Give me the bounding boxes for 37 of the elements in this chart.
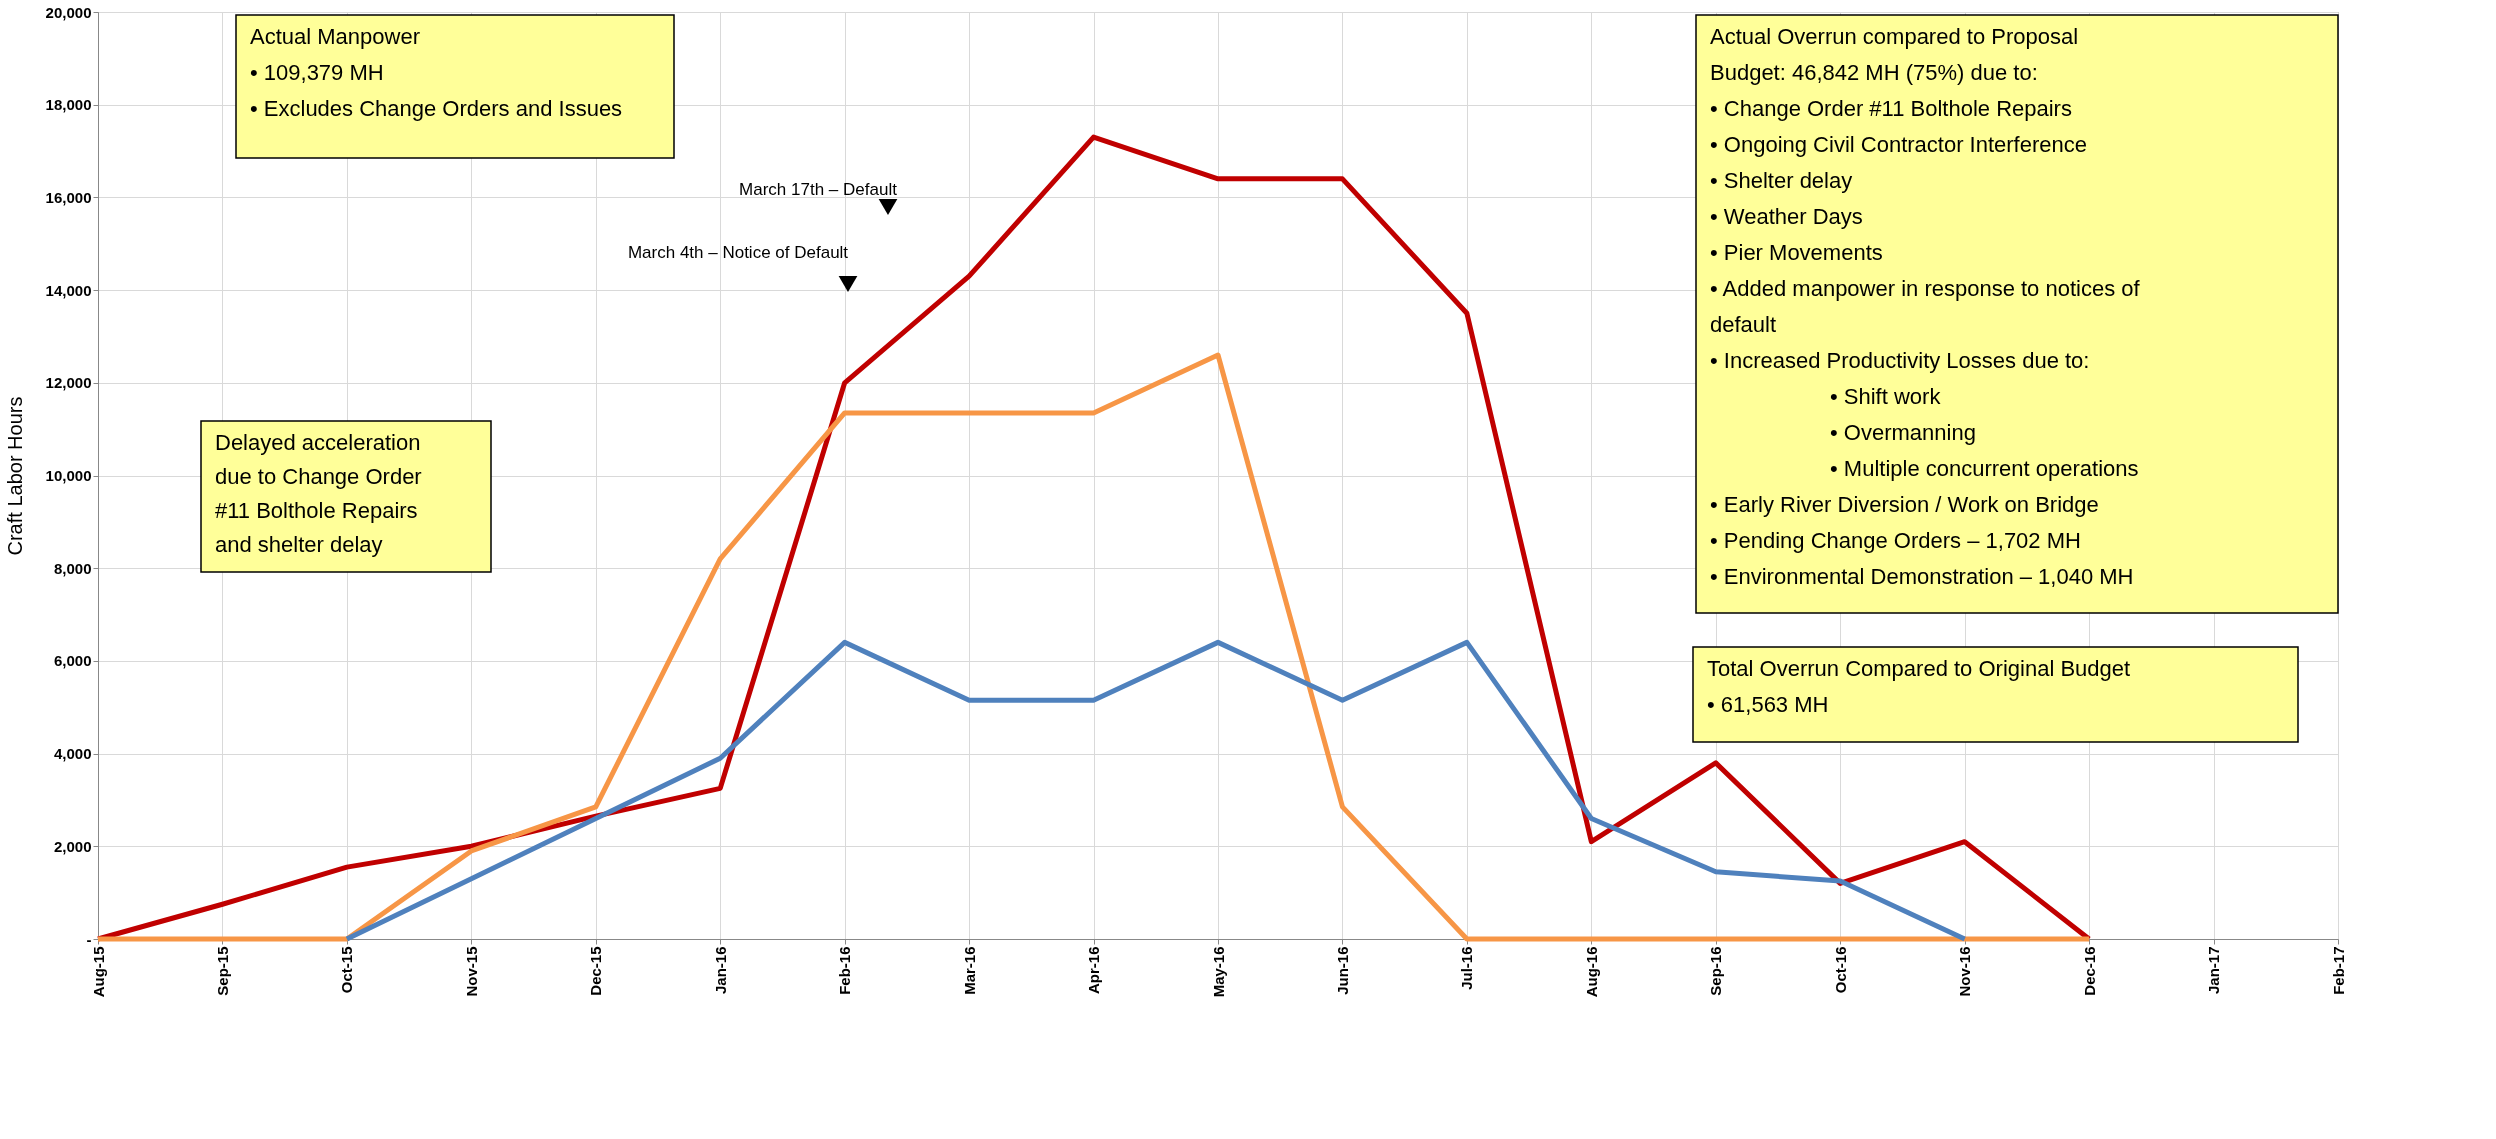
x-tick-label: Jan-16 — [711, 946, 729, 995]
x-tick-label: Dec-15 — [587, 946, 605, 996]
y-tick-label: 14,000 — [45, 281, 92, 299]
x-tick-label: Oct-15 — [338, 946, 356, 994]
x-tick-label: Dec-16 — [2080, 946, 2098, 996]
x-tick-label: May-16 — [1209, 946, 1227, 998]
x-tick-label: Nov-16 — [1956, 946, 1974, 997]
y-tick-label: 2,000 — [53, 837, 92, 855]
y-tick-label: 6,000 — [53, 652, 92, 670]
y-tick-label: 10,000 — [45, 467, 92, 484]
text: Actual Overrun compared to Proposal Budget: 46,842 MH (75%) due to: • Change Order #11 Bolthole Repairs • Ongoing Civil Contractor Interference • Shelter delay • Weather Days • Pier Movements • Added manpower in response to notices of default • Increased Productivity Losses due to: • Shift work • Overmanning • Multiple concurrent operations • Early River Diversion / Work on Bridge • Pending Change Orders – 1,702 MH • Environmental Demonstration – 1,040 MH — [1710, 24, 2140, 589]
x-tick-label: Aug-16 — [1582, 946, 1600, 998]
annotation: Actual Manpower • 109,379 MH • Excludes Change Orders and Issues — [250, 24, 623, 121]
x-tick-label: Feb-16 — [836, 946, 854, 995]
annotation: March 17th – Default — [739, 180, 898, 199]
x-tick-label: Mar-16 — [960, 946, 978, 995]
x-tick-label: Aug-15 — [89, 946, 107, 998]
y-tick-label: 4,000 — [53, 745, 92, 763]
x-tick-label: Apr-16 — [1085, 946, 1103, 995]
y-tick-label: 20,000 — [45, 3, 92, 21]
y-tick-label: 16,000 — [45, 188, 92, 206]
y-tick-label: 8,000 — [53, 559, 92, 577]
annotation: Delayed acceleration due to Change Order #11 Bolthole Repairs and shelter delay — [215, 430, 422, 557]
x-tick-label: Nov-15 — [462, 946, 480, 997]
x-tick-label: Jan-17 — [2205, 946, 2223, 995]
annotation: March 4th – Notice of Default — [627, 243, 849, 262]
x-tick-label: Sep-15 — [213, 946, 231, 996]
y-tick-label: 18,000 — [45, 96, 92, 114]
y-tick-label: - — [86, 930, 92, 948]
y-tick-label: 12,000 — [45, 374, 92, 392]
x-tick-label: Jun-16 — [1333, 946, 1351, 995]
annotation: Total Overrun Compared to Original Budget • 61,563 MH — [1707, 656, 2131, 717]
x-tick-label: Jul-16 — [1458, 946, 1476, 990]
x-tick-label: Sep-16 — [1707, 946, 1725, 996]
x-tick-label: Feb-17 — [2329, 946, 2347, 995]
x-tick-label: Oct-16 — [1831, 946, 1849, 994]
y-axis-title: Craft Labor Hours — [3, 396, 26, 556]
